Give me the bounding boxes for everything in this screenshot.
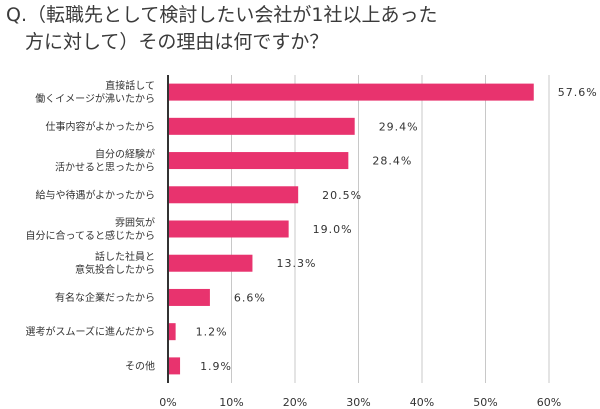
bar bbox=[169, 117, 355, 135]
value-label: 28.4% bbox=[372, 155, 412, 168]
category-label: その他 bbox=[125, 359, 155, 372]
category-label: 働くイメージが沸いたから bbox=[35, 92, 155, 105]
bar bbox=[169, 254, 253, 272]
value-label: 6.6% bbox=[234, 291, 266, 304]
value-label: 57.6% bbox=[558, 86, 598, 99]
category-label: 雰囲気が bbox=[115, 216, 155, 229]
category-label: 直接話して bbox=[105, 79, 155, 92]
x-tick-label: 50% bbox=[473, 396, 497, 409]
bar bbox=[169, 152, 349, 170]
value-label: 13.3% bbox=[276, 257, 316, 270]
x-tick-label: 60% bbox=[537, 396, 561, 409]
x-tick-label: 30% bbox=[346, 396, 370, 409]
category-label: 選考がスムーズに進んだから bbox=[26, 325, 156, 338]
category-label: 仕事内容がよかったから bbox=[46, 120, 156, 133]
value-label: 1.2% bbox=[196, 326, 228, 339]
bar bbox=[169, 357, 181, 375]
category-label: 自分に合ってると感じたから bbox=[26, 229, 156, 242]
bar bbox=[169, 323, 176, 341]
value-label: 1.9% bbox=[200, 360, 232, 373]
chart-title: Q.（転職先として検討したい会社が1社以上あった 方に対して）その理由は何ですか… bbox=[6, 2, 438, 56]
title-line-2: 方に対して）その理由は何ですか？ bbox=[6, 31, 329, 53]
value-label: 20.5% bbox=[322, 189, 362, 202]
bar bbox=[169, 83, 534, 101]
x-tick-label: 0% bbox=[159, 396, 176, 409]
category-label: 給与や待遇がよかったから bbox=[36, 188, 156, 201]
bar bbox=[169, 220, 289, 238]
bar bbox=[169, 288, 210, 306]
bar bbox=[169, 186, 299, 204]
x-tick-label: 20% bbox=[283, 396, 307, 409]
category-label: 有名な企業だったから bbox=[55, 291, 155, 304]
title-line-1: Q.（転職先として検討したい会社が1社以上あった bbox=[6, 4, 438, 26]
x-tick-label: 10% bbox=[219, 396, 243, 409]
value-label: 29.4% bbox=[379, 120, 419, 133]
category-label: 活かせると思ったから bbox=[55, 162, 155, 174]
x-tick-label: 40% bbox=[410, 396, 434, 409]
category-label: 話した社員と bbox=[95, 250, 155, 263]
category-label: 意気投合したから bbox=[75, 263, 155, 276]
category-label: 自分の経験が bbox=[95, 148, 155, 161]
value-label: 19.0% bbox=[313, 223, 353, 236]
